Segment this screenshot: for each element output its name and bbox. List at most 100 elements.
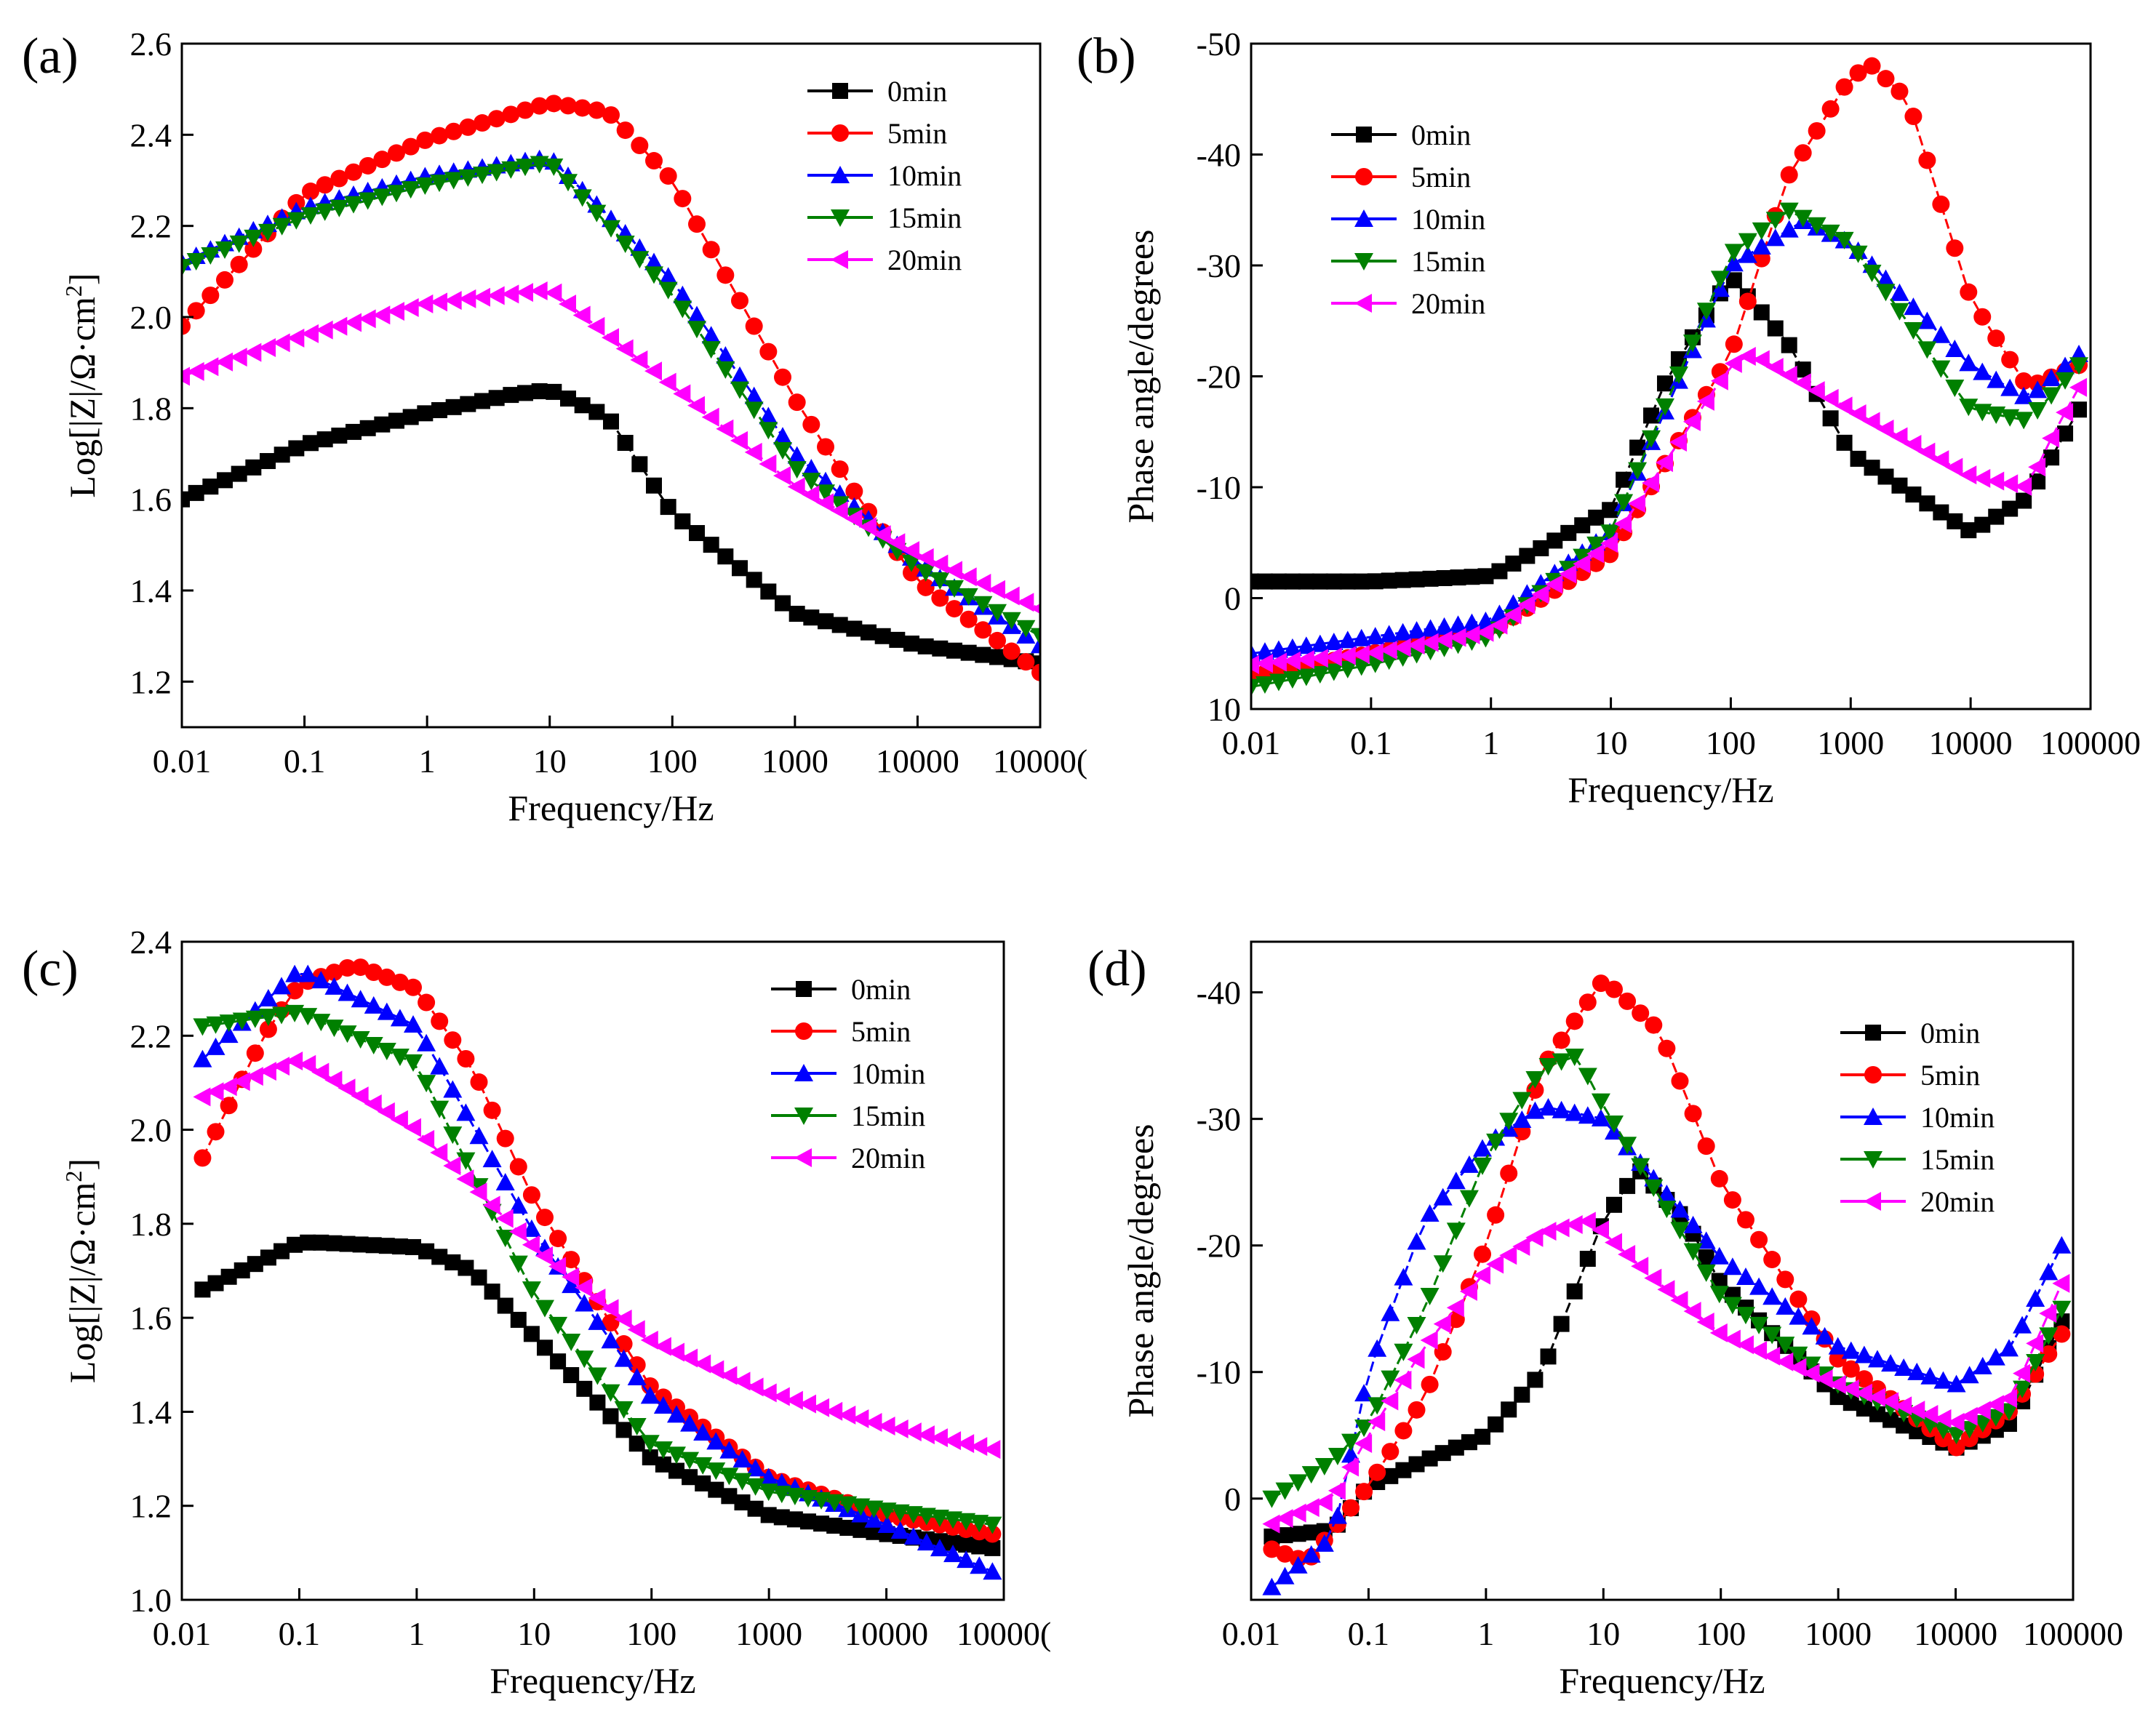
marker-legend-0min-0 (796, 981, 812, 997)
marker-0min-42 (1822, 410, 1839, 427)
marker-15min-27 (1618, 1137, 1637, 1155)
marker-20min-56 (2014, 476, 2032, 496)
marker-5min-26 (535, 1209, 554, 1227)
marker-5min-43 (788, 393, 806, 412)
marker-0min-47 (813, 1515, 830, 1532)
marker-0min-43 (1836, 434, 1853, 451)
marker-20min-36 (1736, 1335, 1754, 1355)
marker-0min-22 (1546, 532, 1563, 549)
marker-15min-30 (602, 220, 620, 238)
panel-c-ytick-label-2: 1.4 (130, 1393, 172, 1430)
marker-20min-34 (640, 1330, 658, 1350)
marker-5min-2 (201, 287, 220, 305)
marker-10min-60 (983, 1562, 1002, 1580)
marker-20min-6 (1324, 647, 1342, 667)
marker-10min-37 (701, 326, 721, 344)
marker-0min-7 (274, 446, 290, 463)
panel-b-line-15min (1251, 209, 2080, 688)
marker-5min-15 (391, 973, 409, 991)
marker-10min-7 (1338, 630, 1357, 649)
marker-0min-49 (1909, 1423, 1925, 1440)
marker-0min-9 (303, 435, 319, 452)
marker-0min-2 (1270, 573, 1287, 590)
marker-5min-5 (259, 1020, 277, 1038)
marker-20min-42 (1821, 388, 1839, 408)
marker-5min-38 (1763, 1251, 1781, 1269)
marker-15min-6 (1324, 663, 1343, 681)
marker-20min-47 (1890, 427, 1908, 446)
marker-legend-5min-0 (1864, 1066, 1882, 1084)
marker-0min-34 (642, 1449, 658, 1466)
marker-0min-44 (1842, 1395, 1859, 1411)
marker-15min-53 (930, 572, 950, 590)
marker-10min-37 (1749, 1277, 1769, 1295)
marker-10min-13 (364, 996, 383, 1014)
marker-15min-42 (746, 1478, 765, 1496)
marker-20min-14 (372, 305, 391, 325)
marker-0min-14 (378, 1238, 395, 1254)
marker-15min-11 (1407, 1316, 1426, 1334)
marker-5min-24 (516, 101, 534, 119)
marker-0min-36 (668, 1462, 684, 1479)
marker-0min-27 (550, 1353, 567, 1370)
panel-a-ytick-label-6: 2.4 (130, 116, 172, 153)
marker-15min-27 (559, 174, 578, 192)
marker-15min-25 (522, 1281, 541, 1299)
panel-d-legend-item-0min: 0min (1840, 1017, 1980, 1049)
marker-15min-31 (601, 1384, 620, 1402)
panel-a-legend-label-0min: 0min (887, 75, 947, 108)
marker-15min-60 (2052, 1300, 2072, 1318)
marker-20min-58 (957, 1434, 975, 1454)
marker-0min-52 (1960, 522, 1977, 539)
marker-20min-7 (1338, 646, 1356, 665)
marker-20min-26 (544, 283, 562, 303)
marker-20min-20 (458, 289, 476, 308)
marker-15min-12 (351, 1031, 370, 1049)
marker-10min-30 (588, 1312, 607, 1330)
marker-15min-33 (1696, 303, 1716, 321)
marker-20min-27 (548, 1257, 567, 1276)
marker-20min-1 (1255, 654, 1273, 673)
marker-20min-40 (719, 1366, 738, 1385)
marker-0min-9 (313, 1234, 330, 1251)
marker-20min-7 (1354, 1434, 1373, 1454)
marker-5min-55 (959, 610, 978, 628)
marker-10min-38 (1765, 228, 1785, 247)
marker-0min-39 (1781, 337, 1797, 353)
marker-0min-16 (1474, 1428, 1491, 1445)
marker-5min-27 (1618, 992, 1637, 1010)
marker-15min-1 (1275, 1482, 1295, 1500)
panel-c-legend-label-15min: 15min (851, 1100, 925, 1132)
marker-0min-1 (1256, 573, 1273, 590)
panel-a-ytick-label-1: 1.4 (130, 572, 172, 609)
marker-20min-3 (1301, 1498, 1319, 1518)
marker-10min-40 (719, 1441, 739, 1459)
marker-5min-1 (207, 1123, 225, 1141)
panel-c-xtick-label-2: 1 (408, 1615, 425, 1652)
marker-15min-39 (730, 381, 749, 399)
marker-10min-47 (1881, 1354, 1901, 1372)
marker-15min-40 (1789, 1346, 1808, 1364)
marker-20min-40 (744, 442, 762, 462)
marker-10min-17 (1476, 612, 1496, 630)
marker-20min-8 (1352, 644, 1370, 664)
marker-20min-13 (1421, 633, 1439, 652)
marker-15min-6 (258, 223, 277, 241)
marker-15min-12 (344, 196, 363, 214)
marker-5min-21 (470, 1073, 488, 1092)
marker-0min-7 (287, 1236, 303, 1253)
marker-10min-9 (311, 971, 331, 989)
marker-15min-56 (973, 596, 993, 614)
panel-a-legend-item-5min: 5min (807, 117, 947, 150)
marker-legend-10min-0 (1354, 209, 1373, 227)
marker-20min-50 (1920, 1404, 1939, 1424)
marker-0min-3 (233, 1262, 250, 1278)
panel-b-legend-item-0min: 0min (1331, 119, 1471, 151)
marker-0min-35 (1725, 272, 1742, 289)
marker-20min-43 (1834, 396, 1853, 416)
marker-15min-54 (945, 580, 964, 598)
marker-20min-5 (1327, 1481, 1346, 1500)
marker-0min-48 (1896, 1417, 1912, 1434)
marker-20min-3 (215, 352, 233, 372)
marker-20min-25 (522, 1235, 540, 1254)
